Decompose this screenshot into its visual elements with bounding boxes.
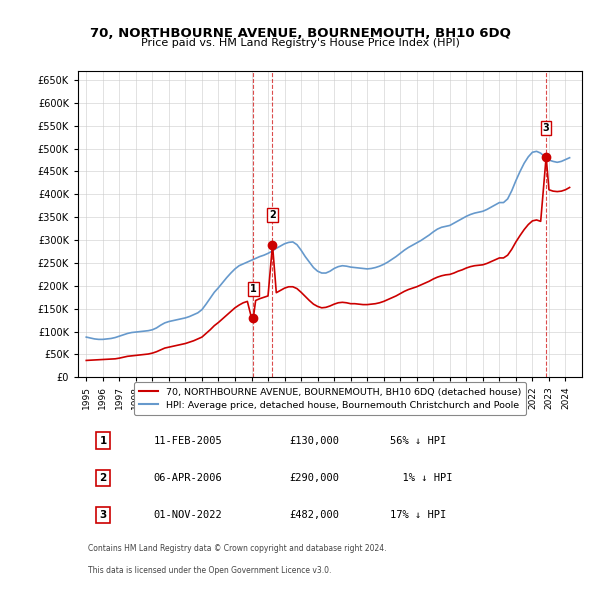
- Text: Contains HM Land Registry data © Crown copyright and database right 2024.: Contains HM Land Registry data © Crown c…: [88, 545, 386, 553]
- Text: 1: 1: [100, 435, 107, 445]
- Text: 2: 2: [100, 473, 107, 483]
- Text: £130,000: £130,000: [290, 435, 340, 445]
- Text: 3: 3: [543, 123, 550, 133]
- Text: 3: 3: [100, 510, 107, 520]
- Text: 1% ↓ HPI: 1% ↓ HPI: [391, 473, 453, 483]
- Text: 2: 2: [269, 211, 276, 221]
- Text: £482,000: £482,000: [290, 510, 340, 520]
- Text: 1: 1: [250, 284, 257, 294]
- Text: 56% ↓ HPI: 56% ↓ HPI: [391, 435, 447, 445]
- Text: Price paid vs. HM Land Registry's House Price Index (HPI): Price paid vs. HM Land Registry's House …: [140, 38, 460, 48]
- Text: 17% ↓ HPI: 17% ↓ HPI: [391, 510, 447, 520]
- Text: 01-NOV-2022: 01-NOV-2022: [154, 510, 223, 520]
- Text: 06-APR-2006: 06-APR-2006: [154, 473, 223, 483]
- Text: 70, NORTHBOURNE AVENUE, BOURNEMOUTH, BH10 6DQ: 70, NORTHBOURNE AVENUE, BOURNEMOUTH, BH1…: [89, 27, 511, 40]
- Text: This data is licensed under the Open Government Licence v3.0.: This data is licensed under the Open Gov…: [88, 565, 331, 575]
- Text: 11-FEB-2005: 11-FEB-2005: [154, 435, 223, 445]
- Legend: 70, NORTHBOURNE AVENUE, BOURNEMOUTH, BH10 6DQ (detached house), HPI: Average pri: 70, NORTHBOURNE AVENUE, BOURNEMOUTH, BH1…: [134, 382, 526, 415]
- Text: £290,000: £290,000: [290, 473, 340, 483]
